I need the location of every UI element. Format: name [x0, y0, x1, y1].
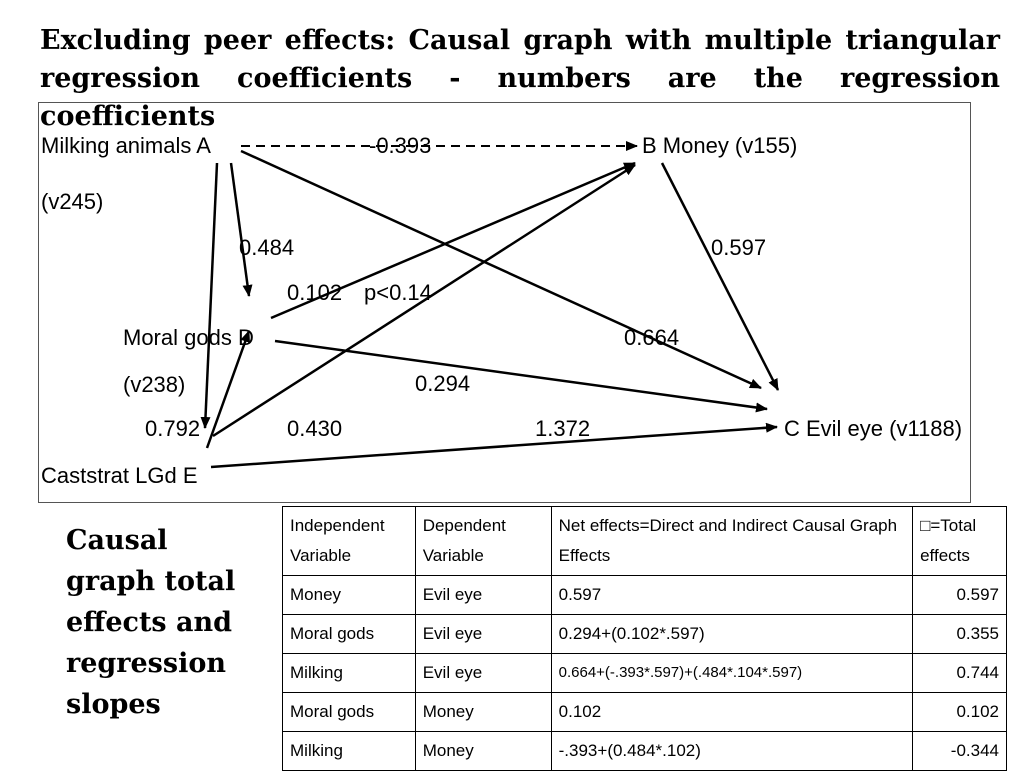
cell-total: 0.355 [912, 614, 1007, 654]
cell-total: 0.744 [912, 653, 1007, 693]
effects-table: Independent Variable Dependent Variable … [282, 506, 1007, 771]
coef-b-c: 0.597 [711, 235, 766, 260]
cell-total: -0.344 [912, 731, 1007, 771]
header-independent: Independent Variable [282, 506, 416, 576]
cell-independent: Milking [282, 653, 416, 693]
cell-dependent: Evil eye [414, 614, 552, 654]
header-dependent: Dependent Variable [414, 506, 552, 576]
node-d-sub: (v238) [123, 372, 185, 397]
table-header-row: Independent Variable Dependent Variable … [282, 506, 1007, 576]
edge-e-c [210, 422, 778, 469]
node-c-label: C Evil eye (v1188) [784, 416, 962, 441]
edge-b-c [660, 162, 780, 391]
table-row: Milking Evil eye 0.664+(-.393*.597)+(.48… [282, 653, 1007, 693]
node-b-label: B Money (v155) [642, 133, 797, 158]
coef-a-b: -0.393 [369, 133, 431, 158]
causal-graph-canvas: Milking animals A (v245) B Money (v155) … [41, 133, 962, 488]
table-row: Moral gods Evil eye 0.294+(0.102*.597) 0… [282, 614, 1007, 654]
cell-total: 0.102 [912, 692, 1007, 732]
coef-e-b: 0.430 [287, 416, 342, 441]
causal-graph: Milking animals A (v245) B Money (v155) … [38, 102, 971, 503]
cell-independent: Milking [282, 731, 416, 771]
edge-d-b [270, 161, 636, 320]
header-total-effects: □=Total effects [912, 506, 1007, 576]
node-e-label: Caststrat LGd E [41, 463, 198, 488]
coef-a-c: 0.664 [624, 325, 679, 350]
cell-independent: Moral gods [282, 692, 416, 732]
coef-d-b: 0.102 [287, 280, 342, 305]
edge-d-c [274, 339, 768, 413]
edge-e-d [205, 330, 251, 449]
coef-a-e: 0.792 [145, 416, 200, 441]
cell-dependent: Evil eye [414, 575, 552, 615]
cell-dependent: Money [414, 692, 552, 732]
cell-independent: Moral gods [282, 614, 416, 654]
cell-net: 0.597 [550, 575, 914, 615]
cell-total: 0.597 [912, 575, 1007, 615]
edge-e-b [212, 163, 636, 438]
edge-a-d [229, 162, 253, 297]
cell-net: 0.294+(0.102*.597) [550, 614, 914, 654]
cell-net: -.393+(0.484*.102) [550, 731, 914, 771]
node-a-sub: (v245) [41, 189, 103, 214]
coef-e-c: 1.372 [535, 416, 590, 441]
table-row: Milking Money -.393+(0.484*.102) -0.344 [282, 731, 1007, 771]
cell-net: 0.102 [550, 692, 914, 732]
coef-a-d: 0.484 [239, 235, 294, 260]
node-d-label: Moral gods D [123, 325, 254, 350]
cell-independent: Money [282, 575, 416, 615]
node-a-label: Milking animals A [41, 133, 211, 158]
cell-dependent: Money [414, 731, 552, 771]
edge-a-c [240, 149, 762, 390]
cell-dependent: Evil eye [414, 653, 552, 693]
table-row: Money Evil eye 0.597 0.597 [282, 575, 1007, 615]
header-net-effects: Net effects=Direct and Indirect Causal G… [550, 506, 914, 576]
coef-d-c: 0.294 [415, 371, 470, 396]
coef-d-b-pvalue: p<0.14 [364, 280, 432, 305]
cell-net: 0.664+(-.393*.597)+(.484*.104*.597) [550, 653, 914, 693]
table-row: Moral gods Money 0.102 0.102 [282, 692, 1007, 732]
edge-a-e [200, 162, 219, 429]
side-caption: Causal graph total effects and regressio… [66, 525, 236, 720]
page-title: Excluding peer effects: Causal graph wit… [40, 25, 1000, 132]
